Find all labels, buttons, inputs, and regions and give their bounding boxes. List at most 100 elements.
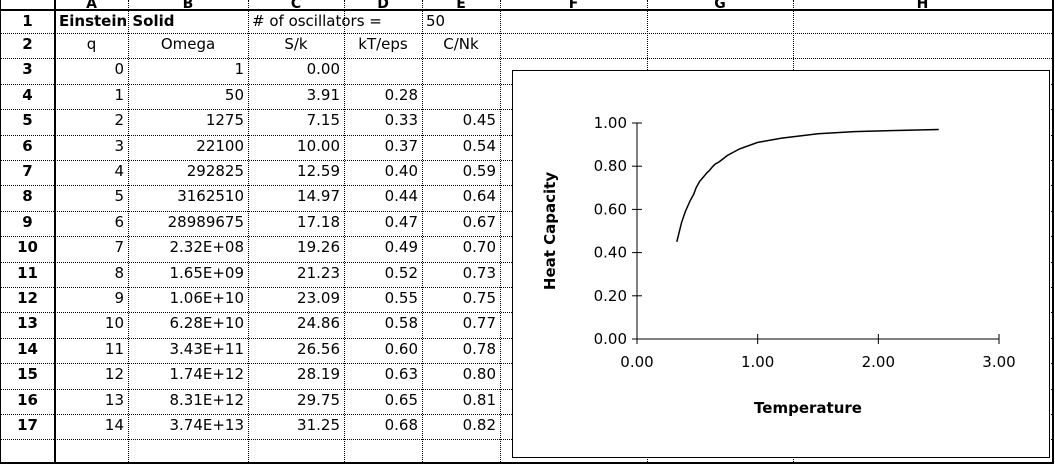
table-cell[interactable]: 9 bbox=[114, 289, 124, 307]
table-cell[interactable]: 19.26 bbox=[297, 238, 340, 257]
table-cell[interactable]: 0.63 bbox=[384, 365, 418, 384]
table-cell[interactable]: 5 bbox=[114, 187, 124, 206]
table-cell[interactable]: 3162510 bbox=[177, 187, 244, 206]
cell-header-3[interactable]: S/k bbox=[284, 35, 308, 53]
table-cell[interactable]: 0.55 bbox=[384, 289, 418, 307]
table-cell[interactable]: 6 bbox=[114, 212, 124, 231]
table-cell[interactable] bbox=[422, 58, 500, 82]
table-cell[interactable] bbox=[344, 58, 422, 82]
table-cell[interactable]: 1.74E+12 bbox=[169, 365, 244, 384]
table-cell[interactable]: 10.00 bbox=[297, 136, 340, 155]
cell-c1-osc-label[interactable]: # of oscillators = bbox=[252, 12, 382, 30]
table-cell[interactable]: 0.59 bbox=[462, 162, 496, 180]
row-header-6[interactable]: 6 bbox=[22, 136, 33, 155]
table-cell[interactable]: 0.78 bbox=[462, 339, 496, 358]
table-cell[interactable]: 292825 bbox=[186, 162, 244, 180]
table-cell[interactable]: 12 bbox=[104, 365, 124, 384]
row-header-14[interactable]: 14 bbox=[17, 339, 38, 358]
table-cell[interactable]: 2 bbox=[114, 111, 124, 130]
table-cell[interactable]: 0.28 bbox=[384, 85, 418, 104]
table-cell[interactable]: 0.37 bbox=[384, 136, 418, 155]
table-cell[interactable]: 29.75 bbox=[297, 390, 340, 409]
cell-header-1[interactable]: q bbox=[86, 35, 97, 53]
table-cell[interactable]: 10 bbox=[104, 314, 124, 333]
table-cell[interactable]: 28989675 bbox=[167, 212, 244, 231]
table-cell[interactable]: 17.18 bbox=[297, 212, 340, 231]
table-cell[interactable]: 6.28E+10 bbox=[169, 314, 244, 333]
column-header-g[interactable]: G bbox=[714, 0, 726, 12]
table-cell[interactable]: 11 bbox=[104, 339, 124, 358]
column-header-h[interactable]: H bbox=[916, 0, 929, 12]
row-header-15[interactable]: 15 bbox=[17, 365, 38, 384]
table-cell[interactable]: 0.44 bbox=[384, 187, 418, 206]
table-cell[interactable]: 0.60 bbox=[384, 339, 418, 358]
cell-a1-title[interactable]: Einstein Solid bbox=[59, 12, 175, 30]
column-header-c[interactable]: C bbox=[290, 0, 302, 12]
table-cell[interactable]: 26.56 bbox=[297, 339, 340, 358]
table-cell[interactable]: 0.45 bbox=[462, 111, 496, 130]
table-cell[interactable]: 14 bbox=[104, 416, 124, 434]
table-cell[interactable]: 0 bbox=[114, 60, 124, 79]
row-header-1[interactable]: 1 bbox=[22, 12, 33, 30]
row-header-5[interactable]: 5 bbox=[22, 111, 33, 130]
table-cell[interactable]: 28.19 bbox=[297, 365, 340, 384]
table-cell[interactable]: 0.68 bbox=[384, 416, 418, 434]
cell-header-5[interactable]: C/Nk bbox=[443, 35, 479, 53]
table-cell[interactable]: 1.65E+09 bbox=[169, 263, 244, 282]
row-header-13[interactable]: 13 bbox=[17, 314, 38, 333]
table-cell[interactable]: 0.49 bbox=[384, 238, 418, 257]
table-cell[interactable]: 22100 bbox=[196, 136, 244, 155]
row-header-9[interactable]: 9 bbox=[22, 212, 33, 231]
table-cell[interactable]: 4 bbox=[114, 162, 124, 180]
heat-capacity-chart[interactable]: 0.00 0.20 0.40 0.60 0.80 1.00 0.00 1.00 2.00 3.00… bbox=[512, 70, 1050, 458]
column-header-b[interactable]: B bbox=[182, 0, 194, 12]
column-header-f[interactable]: F bbox=[568, 0, 579, 12]
table-cell[interactable]: 0.54 bbox=[462, 136, 496, 155]
table-cell[interactable]: 1 bbox=[234, 60, 244, 79]
row-header-10[interactable]: 10 bbox=[17, 238, 38, 257]
table-cell[interactable]: 0.64 bbox=[462, 187, 496, 206]
table-cell[interactable] bbox=[422, 84, 500, 108]
table-cell[interactable]: 3 bbox=[114, 136, 124, 155]
table-cell[interactable]: 50 bbox=[224, 85, 244, 104]
table-cell[interactable]: 3.74E+13 bbox=[169, 416, 244, 434]
cell-header-4[interactable]: kT/eps bbox=[358, 35, 408, 53]
row-header-8[interactable]: 8 bbox=[22, 187, 33, 206]
column-header-d[interactable]: D bbox=[377, 0, 389, 12]
table-cell[interactable]: 0.52 bbox=[384, 263, 418, 282]
row-header-16[interactable]: 16 bbox=[17, 390, 38, 409]
row-header-7[interactable]: 7 bbox=[22, 162, 33, 180]
table-cell[interactable]: 0.81 bbox=[462, 390, 496, 409]
table-cell[interactable]: 1275 bbox=[205, 111, 244, 130]
row-header-3[interactable]: 3 bbox=[22, 60, 33, 79]
table-cell[interactable]: 0.70 bbox=[462, 238, 496, 257]
table-cell[interactable]: 24.86 bbox=[297, 314, 340, 333]
column-header-e[interactable]: E bbox=[456, 0, 466, 12]
table-cell[interactable]: 0.80 bbox=[462, 365, 496, 384]
table-cell[interactable]: 21.23 bbox=[297, 263, 340, 282]
table-cell[interactable]: 7.15 bbox=[306, 111, 340, 130]
table-cell[interactable]: 1.06E+10 bbox=[169, 289, 244, 307]
table-cell[interactable]: 0.77 bbox=[462, 314, 496, 333]
cell-e1-osc-value[interactable]: 50 bbox=[426, 12, 446, 30]
table-cell[interactable]: 0.73 bbox=[462, 263, 496, 282]
table-cell[interactable]: 23.09 bbox=[297, 289, 340, 307]
row-header-4[interactable]: 4 bbox=[22, 85, 33, 104]
column-header-a[interactable]: A bbox=[86, 0, 97, 12]
table-cell[interactable]: 0.33 bbox=[384, 111, 418, 130]
table-cell[interactable]: 3.91 bbox=[306, 85, 340, 104]
table-cell[interactable]: 2.32E+08 bbox=[169, 238, 244, 257]
table-cell[interactable]: 13 bbox=[104, 390, 124, 409]
table-cell[interactable]: 1 bbox=[114, 85, 124, 104]
row-header-11[interactable]: 11 bbox=[17, 263, 38, 282]
table-cell[interactable]: 14.97 bbox=[297, 187, 340, 206]
table-cell[interactable]: 8.31E+12 bbox=[169, 390, 244, 409]
table-cell[interactable]: 12.59 bbox=[297, 162, 340, 180]
table-cell[interactable]: 0.00 bbox=[306, 60, 340, 79]
table-cell[interactable]: 0.58 bbox=[384, 314, 418, 333]
table-cell[interactable]: 0.67 bbox=[462, 212, 496, 231]
row-header-12[interactable]: 12 bbox=[17, 289, 38, 307]
table-cell[interactable]: 31.25 bbox=[297, 416, 340, 434]
table-cell[interactable]: 0.75 bbox=[462, 289, 496, 307]
table-cell[interactable]: 7 bbox=[114, 238, 124, 257]
